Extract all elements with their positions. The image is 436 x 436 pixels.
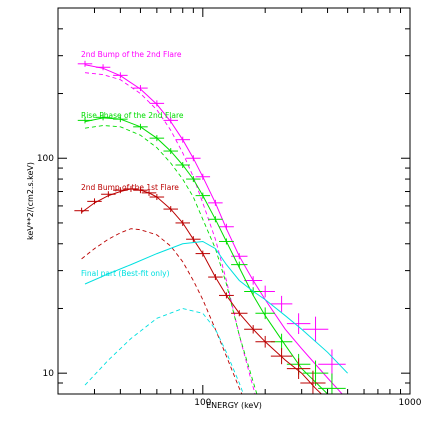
series-group — [74, 185, 326, 394]
series-label-text: Final part (Best-fit only) — [81, 269, 170, 278]
series-label-text: 2nd Bump of the 1st Flare — [81, 183, 179, 192]
series-model-line — [84, 64, 343, 394]
y-axis-label: keV**2/(cm2.s.keV) — [26, 162, 35, 240]
series-group — [84, 240, 348, 394]
series-component-line — [84, 125, 258, 394]
series-label-text: 2nd Bump of the 2nd Flare — [81, 50, 182, 59]
x-axis-label: ENERGY (keV) — [206, 401, 262, 410]
series-model-line — [84, 240, 348, 374]
y-tick-label: 10 — [43, 369, 55, 379]
series-model-line — [84, 117, 329, 394]
plot-frame — [57, 7, 411, 395]
x-tick-label: 100 — [194, 398, 211, 408]
plot-area — [74, 60, 348, 394]
series-component-line — [81, 228, 243, 394]
series-group — [77, 114, 346, 394]
series-label-text: Rise Phase of the 2nd Flare — [81, 111, 184, 120]
series-labels: 2nd Bump of the 2nd Flare Rise Phase of t… — [81, 50, 184, 278]
x-tick-label: 1000 — [399, 398, 422, 408]
y-tick-label: 100 — [37, 154, 54, 164]
axes: 100 1000 10 100 — [37, 7, 422, 408]
